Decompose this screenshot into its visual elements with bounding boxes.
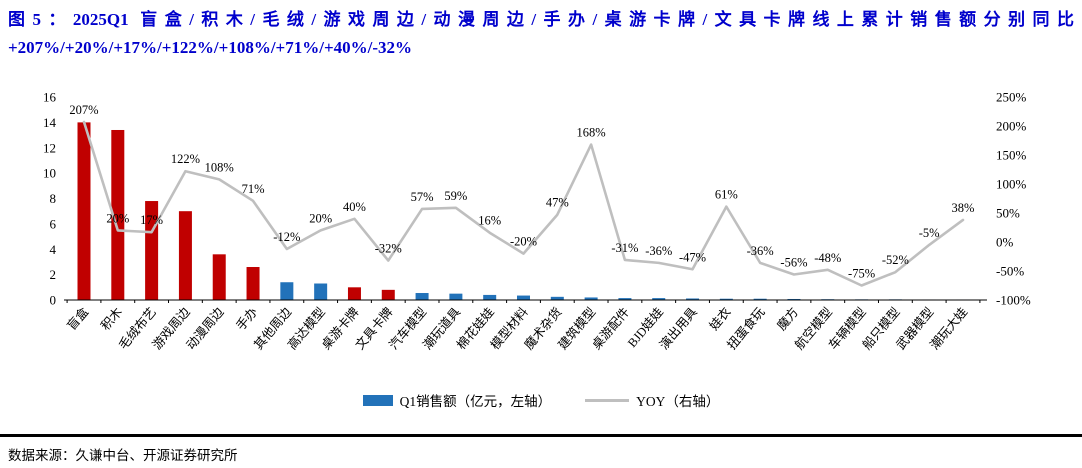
svg-text:-5%: -5% [919,226,940,240]
svg-text:250%: 250% [996,90,1027,105]
svg-text:动漫周边: 动漫周边 [184,305,227,353]
chart-title-line2: +207%/+20%/+17%/+122%/+108%/+71%/+40%/-3… [8,38,413,58]
svg-text:-32%: -32% [375,242,402,256]
svg-text:14: 14 [43,115,57,130]
svg-text:40%: 40% [343,200,366,214]
svg-text:0%: 0% [996,235,1014,250]
svg-text:6: 6 [50,216,57,231]
svg-text:-36%: -36% [645,244,672,258]
svg-text:61%: 61% [715,188,738,202]
svg-text:12: 12 [43,140,56,155]
svg-text:47%: 47% [546,196,569,210]
legend-line-label: YOY（右轴） [636,394,720,409]
svg-text:演出用具: 演出用具 [656,304,700,352]
svg-text:57%: 57% [411,190,434,204]
svg-text:200%: 200% [996,119,1027,134]
svg-text:-100%: -100% [996,293,1031,308]
svg-text:0: 0 [50,293,57,308]
svg-text:207%: 207% [69,103,98,117]
svg-text:10: 10 [43,166,56,181]
svg-text:娃衣: 娃衣 [706,304,734,333]
bar-series-swatch [362,394,393,406]
svg-text:4: 4 [50,242,57,257]
svg-text:-50%: -50% [996,264,1024,279]
svg-text:100%: 100% [996,177,1027,192]
legend-item-line: YOY（右轴） [585,390,719,410]
svg-text:71%: 71% [242,182,265,196]
svg-text:16: 16 [43,90,57,105]
svg-text:-20%: -20% [510,235,537,249]
chart-legend: Q1销售额（亿元，左轴） YOY（右轴） [0,390,1082,410]
chart-area: 0 2 4 6 8 10 12 14 16 -100% -50% 0% 50% 100% 150% 200% 2… [0,78,1082,390]
svg-text:积木: 积木 [98,305,125,334]
legend-item-bar: Q1销售额（亿元，左轴） [362,390,552,410]
svg-text:-36%: -36% [747,244,774,258]
chart-svg: 0 2 4 6 8 10 12 14 16 -100% -50% 0% 50% 100% 150% 200% 2… [43,90,1031,353]
svg-text:122%: 122% [171,152,200,166]
data-source: 数据来源：久谦中台、开源证券研究所 [8,448,238,463]
footer-divider [0,434,1082,437]
legend-bar-label: Q1销售额（亿元，左轴） [399,394,552,409]
svg-text:17%: 17% [140,213,163,227]
line-series-swatch [585,398,630,402]
svg-text:38%: 38% [952,201,975,215]
svg-text:-48%: -48% [814,251,841,265]
svg-text:扭蛋食玩: 扭蛋食玩 [724,304,768,352]
svg-text:-47%: -47% [679,250,706,264]
svg-text:2: 2 [50,267,57,282]
svg-text:魔方: 魔方 [774,304,802,333]
svg-text:20%: 20% [106,211,129,225]
svg-text:168%: 168% [577,126,606,140]
svg-text:150%: 150% [996,148,1027,163]
svg-text:-31%: -31% [611,241,638,255]
svg-text:16%: 16% [478,214,501,228]
svg-text:-56%: -56% [780,255,807,269]
svg-text:8: 8 [50,191,57,206]
svg-text:50%: 50% [996,206,1020,221]
svg-text:-12%: -12% [273,230,300,244]
svg-text:108%: 108% [205,160,234,174]
svg-text:59%: 59% [444,189,467,203]
svg-text:20%: 20% [309,211,332,225]
chart-title-line1: 图5：2025Q1 盲盒/积木/毛绒/游戏周边/动漫周边/手办/桌游卡牌/文具卡… [8,10,1074,29]
svg-text:-52%: -52% [882,253,909,267]
svg-text:盲盒: 盲盒 [64,304,92,333]
chart-title: 图5：2025Q1 盲盒/积木/毛绒/游戏周边/动漫周边/手办/桌游卡牌/文具卡… [8,6,1074,61]
svg-text:手办: 手办 [233,304,261,333]
svg-text:-75%: -75% [848,267,875,281]
